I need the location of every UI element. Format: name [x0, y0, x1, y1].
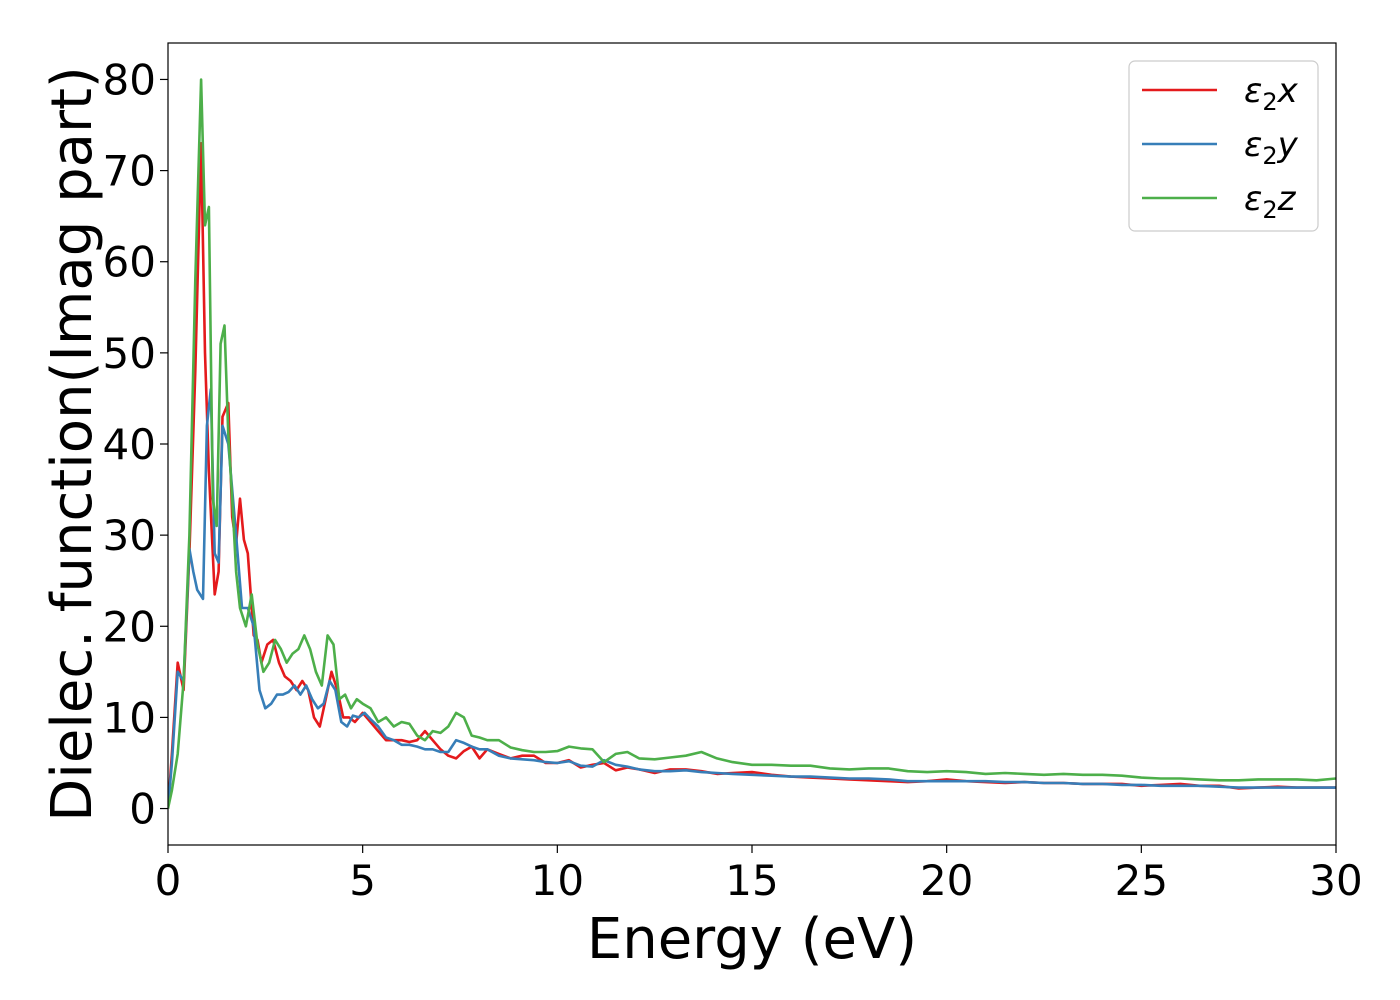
x-tick-label: 25 [1115, 856, 1168, 905]
legend-label: ε2x [1244, 71, 1299, 116]
legend-item-x: ε2x [1142, 71, 1299, 116]
y-tick-label: 60 [103, 238, 156, 287]
series-line-y [168, 388, 1336, 809]
plot-frame [167, 42, 1337, 846]
y-tick-label: 50 [103, 329, 156, 378]
y-tick-label: 80 [103, 55, 156, 104]
y-tick-label: 40 [103, 420, 156, 469]
x-tick-label: 15 [725, 856, 778, 905]
y-tick-label: 30 [103, 511, 156, 560]
y-tick-label: 20 [103, 602, 156, 651]
legend: ε2x ε2y ε2z [1128, 60, 1319, 232]
y-tick-label: 0 [129, 785, 156, 834]
y-tick-label: 10 [103, 693, 156, 742]
x-axis-ticks: 0 5 10 15 20 25 30 [155, 845, 1363, 905]
legend-item-z: ε2z [1142, 179, 1297, 224]
legend-box [1128, 60, 1319, 232]
x-axis-label: Energy (eV) [587, 907, 917, 972]
series-line-z [168, 78, 1336, 809]
series-line-x [168, 142, 1336, 809]
legend-label: ε2y [1244, 125, 1299, 170]
x-tick-label: 30 [1309, 856, 1362, 905]
x-tick-label: 10 [531, 856, 584, 905]
x-tick-label: 5 [349, 856, 376, 905]
legend-item-y: ε2y [1142, 125, 1299, 170]
y-tick-label: 70 [103, 147, 156, 196]
plot-lines [168, 78, 1336, 809]
x-tick-label: 20 [920, 856, 973, 905]
legend-label: ε2z [1244, 179, 1297, 224]
x-tick-label: 0 [155, 856, 182, 905]
y-axis-label: Dielec. function(Imag part) [40, 66, 105, 822]
y-axis-ticks: 0 10 20 30 40 50 60 70 80 [103, 55, 168, 834]
